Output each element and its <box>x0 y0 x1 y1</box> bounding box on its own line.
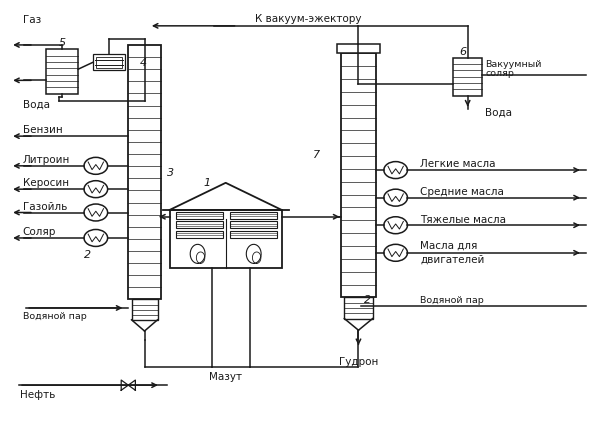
Text: 3: 3 <box>167 168 174 178</box>
Text: Вода: Вода <box>486 108 512 118</box>
Bar <box>97 58 122 69</box>
Bar <box>231 231 278 238</box>
Text: 4: 4 <box>140 58 147 68</box>
Bar <box>132 300 158 320</box>
Text: Соляр: Соляр <box>23 227 56 237</box>
Text: 7: 7 <box>313 150 320 160</box>
Text: Средние масла: Средние масла <box>420 187 504 196</box>
Bar <box>345 298 372 319</box>
Bar <box>176 212 222 219</box>
Text: Бензин: Бензин <box>23 125 62 135</box>
Text: 1: 1 <box>203 178 211 187</box>
Bar <box>337 45 380 54</box>
Text: Нефть: Нефть <box>20 389 56 400</box>
Text: Газ: Газ <box>23 14 41 25</box>
Text: 6: 6 <box>459 47 466 57</box>
Text: Тяжелые масла: Тяжелые масла <box>420 214 506 224</box>
Text: Масла для: Масла для <box>420 240 478 250</box>
Text: Мазут: Мазут <box>209 371 242 381</box>
Bar <box>231 212 278 219</box>
Text: Керосин: Керосин <box>23 178 69 188</box>
Bar <box>46 50 78 95</box>
Text: Вода: Вода <box>23 100 50 110</box>
Text: Легкие масла: Легкие масла <box>420 159 496 169</box>
Bar <box>128 46 161 300</box>
Text: 2: 2 <box>364 295 371 305</box>
Text: Водяной пар: Водяной пар <box>420 295 484 304</box>
Bar <box>231 222 278 229</box>
Text: Газойль: Газойль <box>23 201 67 211</box>
Bar <box>176 231 222 238</box>
Text: Водяной пар: Водяной пар <box>23 311 87 321</box>
Bar <box>176 222 222 229</box>
Bar <box>453 58 483 97</box>
Bar <box>341 54 376 298</box>
Text: соляр: соляр <box>486 69 514 78</box>
Bar <box>170 210 282 268</box>
Text: 2: 2 <box>84 250 91 259</box>
Text: Гудрон: Гудрон <box>339 356 378 366</box>
Bar <box>93 55 125 71</box>
Text: двигателей: двигателей <box>420 254 485 264</box>
Text: Вакуумный: Вакуумный <box>486 60 542 69</box>
Text: 5: 5 <box>58 38 65 48</box>
Text: Литроин: Литроин <box>23 155 70 165</box>
Text: К вакуум-эжектору: К вакуум-эжектору <box>255 14 362 24</box>
